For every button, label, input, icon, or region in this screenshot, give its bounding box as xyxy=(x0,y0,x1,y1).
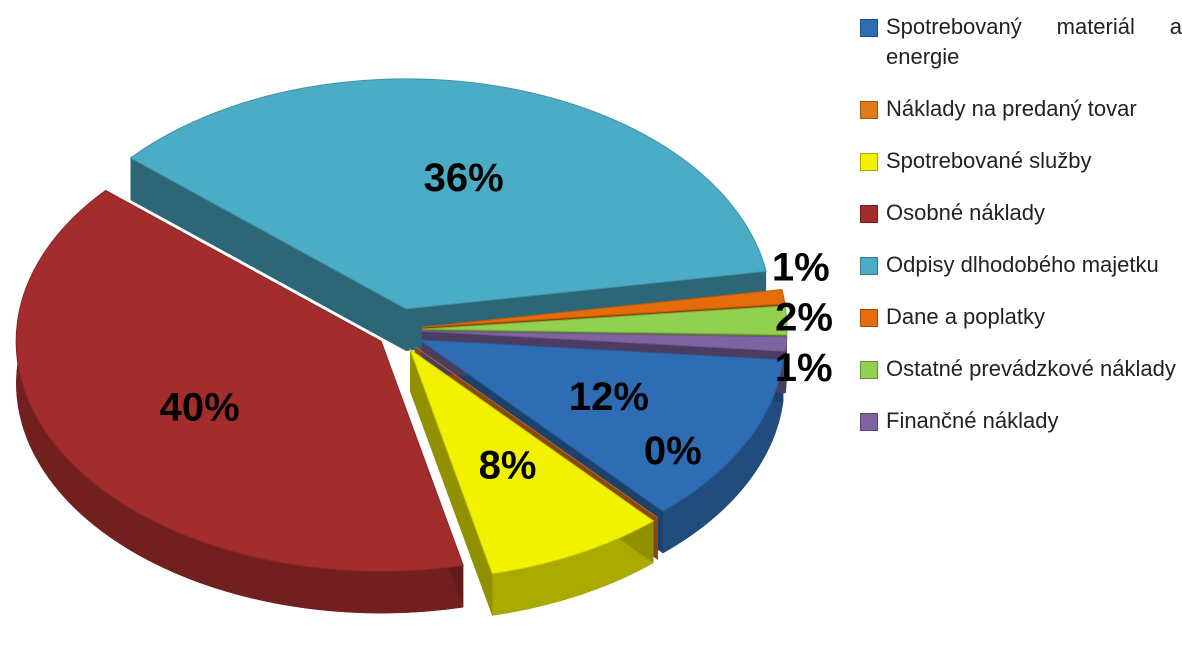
slice-side xyxy=(662,359,784,554)
legend-item: Ostatné prevádzkové náklady xyxy=(860,354,1182,384)
slice xyxy=(129,78,767,310)
legend-item: Dane a poplatky xyxy=(860,302,1182,332)
legend-swatch xyxy=(860,19,878,37)
legend-swatch xyxy=(860,205,878,223)
legend-label: Náklady na predaný tovar xyxy=(886,96,1137,121)
slice xyxy=(409,348,655,575)
legend-swatch xyxy=(860,257,878,275)
legend-label: Spotrebované služby xyxy=(886,148,1092,173)
slice xyxy=(421,330,788,352)
data-label: 36% xyxy=(424,156,504,200)
slice xyxy=(15,189,464,572)
legend-item: Spotrebované služby xyxy=(860,146,1182,176)
legend-label: Odpisy dlhodobého majetku xyxy=(886,252,1159,277)
legend-item: Osobné náklady xyxy=(860,198,1182,228)
chart: 12% 0% 8% 40% 36% 1% 2% 1% xyxy=(15,78,833,616)
slice xyxy=(417,339,784,512)
legend-item: Spotrebovaný materiál a energie xyxy=(860,12,1182,72)
legend-label: Dane a poplatky xyxy=(886,304,1045,329)
slice xyxy=(414,345,659,519)
legend-swatch xyxy=(860,413,878,431)
legend-label: Spotrebovaný materiál a energie xyxy=(886,14,1182,69)
legend-swatch xyxy=(860,309,878,327)
slice-side xyxy=(16,190,464,614)
data-label: 12% xyxy=(569,375,649,419)
legend-label: Finančné náklady xyxy=(886,408,1059,433)
data-label: 40% xyxy=(160,386,240,430)
legend-swatch xyxy=(860,361,878,379)
legend-label: Ostatné prevádzkové náklady xyxy=(886,356,1176,381)
legend-swatch xyxy=(860,153,878,171)
legend-swatch xyxy=(860,101,878,119)
data-label: 1% xyxy=(775,346,833,390)
legend-label: Osobné náklady xyxy=(886,200,1045,225)
data-label: 2% xyxy=(775,296,833,340)
pie-tops xyxy=(15,78,788,575)
legend-item: Finančné náklady xyxy=(860,406,1182,436)
legend-item: Náklady na predaný tovar xyxy=(860,94,1182,124)
slice xyxy=(421,305,788,336)
legend: Spotrebovaný materiál a energie Náklady n… xyxy=(860,12,1182,458)
legend-item: Odpisy dlhodobého majetku xyxy=(860,250,1182,280)
data-label: 1% xyxy=(772,246,830,290)
slice-wall xyxy=(410,349,493,616)
data-label: 0% xyxy=(644,429,702,473)
slice xyxy=(421,288,786,328)
pie-labels: 12% 0% 8% 40% 36% 1% 2% 1% xyxy=(160,156,833,487)
slice-wall xyxy=(130,157,406,351)
data-label: 8% xyxy=(479,444,537,488)
slice-side xyxy=(492,520,654,616)
